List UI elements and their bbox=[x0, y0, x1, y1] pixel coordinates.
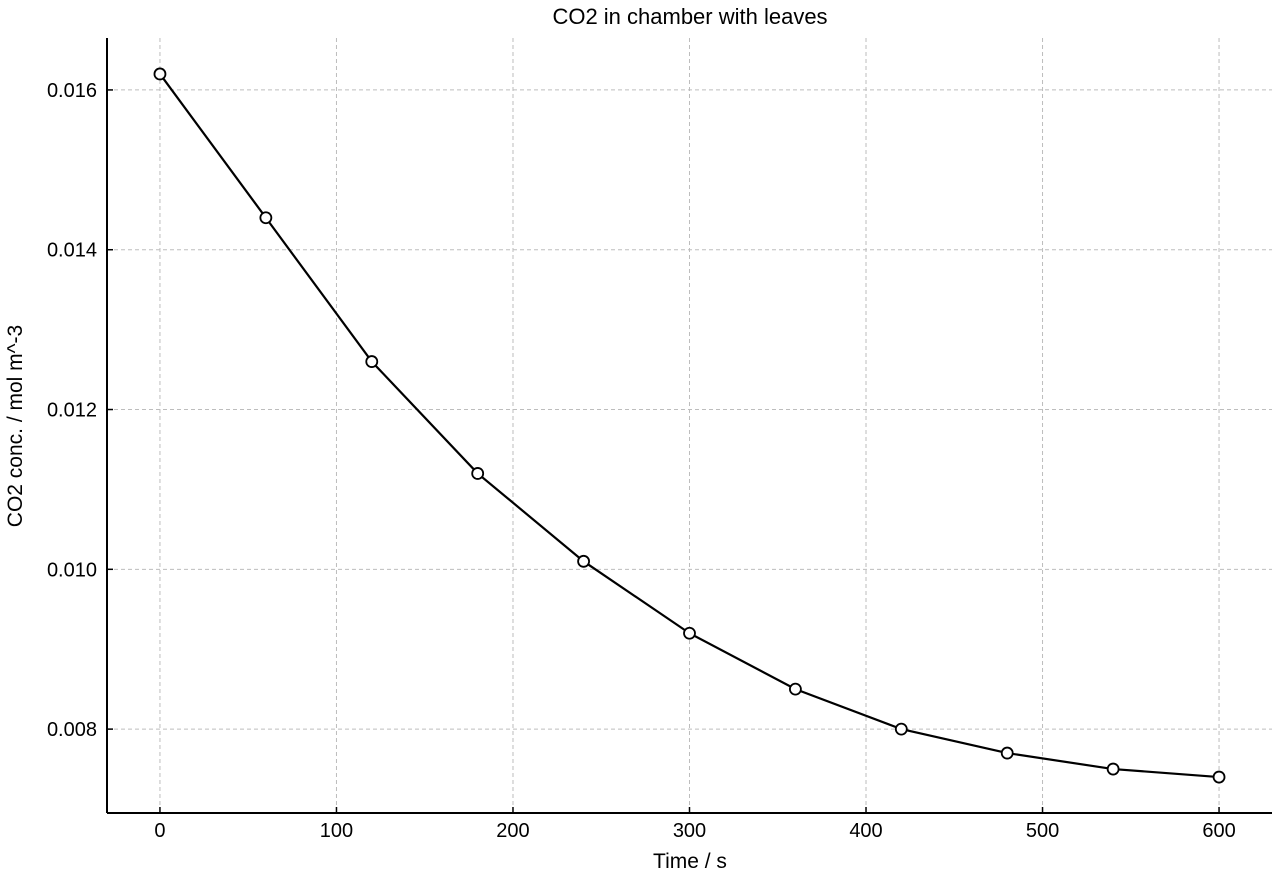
data-point bbox=[365, 355, 379, 368]
y-tick-label: 0.012 bbox=[47, 400, 97, 422]
y-tick-label: 0.014 bbox=[47, 240, 97, 262]
axis-layer: 0 100 200 300 400 500 600 0.008 0.010 0.012 0.014 0… bbox=[47, 38, 1272, 842]
y-tick-label: 0.010 bbox=[47, 559, 97, 581]
grid-layer bbox=[107, 38, 1272, 813]
data-point bbox=[1212, 770, 1226, 784]
x-tick-label: 600 bbox=[1202, 820, 1235, 842]
data-point bbox=[153, 67, 167, 81]
data-point bbox=[471, 467, 485, 480]
x-axis-label: Time / s bbox=[653, 850, 727, 873]
data-point bbox=[1106, 762, 1120, 776]
data-point bbox=[577, 554, 590, 568]
data-point bbox=[259, 211, 273, 225]
y-tick-label: 0.008 bbox=[47, 719, 97, 741]
chart-title: CO2 in chamber with leaves bbox=[552, 4, 827, 29]
x-tick-label: 0 bbox=[154, 820, 165, 842]
data-point bbox=[1000, 746, 1014, 760]
x-tick-label: 100 bbox=[320, 820, 353, 842]
x-tick-label: 400 bbox=[849, 820, 882, 842]
x-tick-label: 500 bbox=[1026, 820, 1059, 842]
x-tick-label: 200 bbox=[496, 820, 529, 842]
series-layer bbox=[153, 67, 1226, 784]
x-tick-label: 300 bbox=[673, 820, 706, 842]
y-axis-label: CO2 conc. / mol m^-3 bbox=[4, 325, 27, 527]
data-point bbox=[789, 682, 802, 696]
data-point bbox=[894, 722, 908, 736]
y-tick-label: 0.016 bbox=[47, 80, 97, 102]
data-point bbox=[683, 626, 696, 640]
